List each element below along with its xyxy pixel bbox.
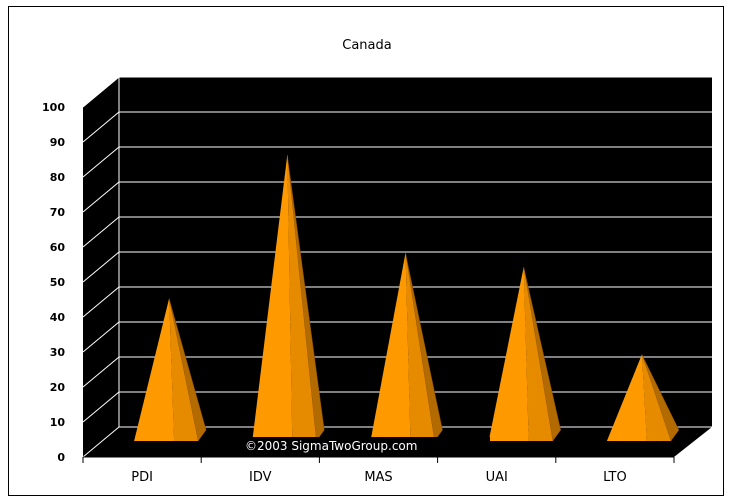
chart-frame: Canada 0 10 20 30 40 50 60 70 80 90 100 PDI IDV MAS U… xyxy=(8,6,724,496)
x-tick-label-pdi: PDI xyxy=(131,470,153,485)
pyramid-front-face xyxy=(134,298,175,441)
y-tick-label-10: 10 xyxy=(50,416,66,429)
chart-title: Canada xyxy=(342,38,391,53)
y-tick-label-90: 90 xyxy=(50,136,66,149)
pyramid-mas xyxy=(370,252,443,442)
y-tick-label-50: 50 xyxy=(50,276,66,289)
pyramid-mid-face xyxy=(523,267,553,441)
y-tick-label-100: 100 xyxy=(42,101,65,114)
pyramid-mid-face xyxy=(405,253,435,441)
pyramid-front-face xyxy=(252,155,293,441)
pyramid-front-face xyxy=(606,354,647,441)
x-tick-label-mas: MAS xyxy=(364,470,392,485)
y-axis: 0 10 20 30 40 50 60 70 80 90 100 xyxy=(42,101,65,464)
pyramid-idv xyxy=(252,154,325,442)
pyramid-series xyxy=(134,154,680,442)
pyramid-mid-face xyxy=(287,155,317,441)
y-tick-label-30: 30 xyxy=(50,346,66,359)
chart-svg: Canada 0 10 20 30 40 50 60 70 80 90 100 PDI IDV MAS U… xyxy=(42,38,712,485)
y-tick-label-40: 40 xyxy=(50,311,66,324)
x-tick-label-lto: LTO xyxy=(603,470,627,485)
y-tick-label-70: 70 xyxy=(50,206,66,219)
pyramid-front-face xyxy=(488,267,529,441)
watermark-text: ©2003 SigmaTwoGroup.com xyxy=(245,439,417,453)
watermark: ©2003 SigmaTwoGroup.com xyxy=(240,437,490,454)
watermark-background xyxy=(240,437,490,454)
y-tick-label-20: 20 xyxy=(50,381,66,394)
x-tick-label-uai: UAI xyxy=(486,470,508,485)
y-tick-label-0: 0 xyxy=(57,451,65,464)
pyramid-pdi xyxy=(134,298,207,442)
y-tick-label-80: 80 xyxy=(50,171,66,184)
x-axis: PDI IDV MAS UAI LTO xyxy=(82,456,675,485)
pyramid-mid-face xyxy=(169,298,199,441)
pyramid-uai xyxy=(488,266,561,442)
pyramid-mid-face xyxy=(641,354,671,441)
pyramid-lto xyxy=(606,354,680,442)
pyramid-front-face xyxy=(370,253,411,441)
y-tick-label-60: 60 xyxy=(50,241,66,254)
x-tick-label-idv: IDV xyxy=(249,470,272,485)
